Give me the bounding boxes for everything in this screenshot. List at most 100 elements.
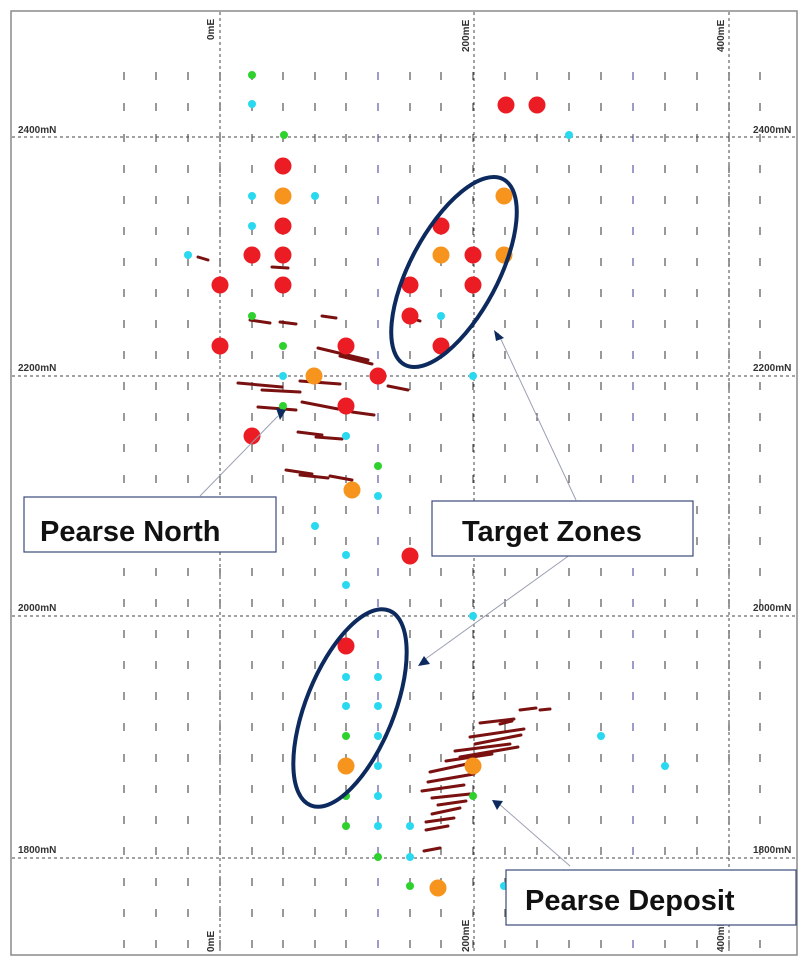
green-collar [248, 312, 256, 320]
northing-label-1800-left: 1800mN [18, 845, 56, 856]
drillhole-trace [386, 384, 410, 392]
easting-label-400-bottom: 400mE [716, 919, 727, 952]
drillhole-trace [298, 473, 330, 480]
red-collar [464, 276, 482, 294]
cyan-collar [342, 702, 350, 710]
cyan-collar [342, 581, 350, 589]
arrowhead-pearse-north [276, 408, 286, 420]
red-collar [464, 246, 482, 264]
cyan-collar [597, 732, 605, 740]
drillhole-trace [260, 388, 302, 394]
red-collar [337, 637, 355, 655]
drillhole-trace [196, 255, 210, 262]
cyan-collar [374, 822, 382, 830]
cyan-collar [374, 492, 382, 500]
northing-label-2400-left: 2400mN [18, 125, 56, 136]
pointer-pearse-north [199, 415, 279, 497]
drillhole-trace [278, 320, 298, 326]
pointer-pearse-deposit [497, 802, 571, 867]
orange-collar [343, 481, 361, 499]
green-collar [279, 342, 287, 350]
red-collar [401, 276, 419, 294]
drillhole-trace [300, 400, 340, 411]
orange-collar [274, 187, 292, 205]
red-collar [401, 307, 419, 325]
green-collar [342, 732, 350, 740]
cyan-collar [311, 522, 319, 530]
red-collar [274, 157, 292, 175]
easting-label-200: 200mE [461, 19, 472, 52]
callout-arrowheads [276, 330, 504, 810]
cyan-collar [374, 792, 382, 800]
pointer-target-zones-north [497, 332, 577, 501]
pointer-target-zones-south [423, 551, 575, 661]
drillhole-trace [478, 717, 516, 725]
easting-labels-top: 0mE 200mE 400mE [206, 19, 727, 52]
cyan-collar [469, 612, 477, 620]
cyan-collar [248, 192, 256, 200]
red-collar [432, 217, 450, 235]
northing-label-2000-right: 2000mN [753, 603, 791, 614]
red-collar [243, 427, 261, 445]
red-collar [337, 337, 355, 355]
easting-label-200-bottom: 200mE [461, 919, 472, 952]
drillhole-trace [420, 783, 466, 793]
cyan-collar [374, 732, 382, 740]
cyan-collar [311, 192, 319, 200]
drillhole-trace [430, 792, 472, 800]
red-collar [274, 276, 292, 294]
cyan-collar [248, 100, 256, 108]
drillhole-trace [424, 824, 450, 832]
callout-box-target-zones [431, 500, 694, 557]
cyan-collar [469, 372, 477, 380]
red-collar [401, 547, 419, 565]
drillhole-trace [473, 733, 523, 746]
green-collar [248, 71, 256, 79]
cyan-collar [184, 251, 192, 259]
easting-labels-bottom: 0mE 200mE 400mE [206, 919, 727, 952]
cyan-collar [374, 673, 382, 681]
orange-collar [429, 879, 447, 897]
drillhole-trace [444, 752, 494, 763]
callout-label-target-zones: Target Zones [462, 516, 642, 548]
drillhole-trace [248, 318, 272, 325]
green-collar [342, 822, 350, 830]
cyan-collar [565, 131, 573, 139]
callout-pearse-deposit: Pearse Deposit [505, 869, 797, 926]
drillhole-trace [538, 707, 552, 712]
northing-label-2200-left: 2200mN [18, 363, 56, 374]
northing-label-1800-right: 1800mN [753, 845, 791, 856]
red-collar [211, 337, 229, 355]
northing-label-2200-right: 2200mN [753, 363, 791, 374]
drillhole-trace [296, 430, 324, 437]
cyan-collar [437, 312, 445, 320]
orange-collar [495, 187, 513, 205]
drillhole-trace [320, 314, 338, 320]
cyan-collar [374, 702, 382, 710]
arrowhead-pearse-deposit [492, 800, 503, 810]
drillhole-traces [196, 255, 552, 853]
drillhole-trace [314, 435, 344, 441]
cyan-collar [342, 432, 350, 440]
target-zone-south-ellipse [291, 607, 409, 809]
northing-label-2400-right: 2400mN [753, 125, 791, 136]
northing-labels-left: 2400mN 2200mN 2000mN 1800mN [18, 125, 56, 856]
green-collar [374, 853, 382, 861]
callout-label-pearse-deposit: Pearse Deposit [525, 885, 735, 917]
drillhole-trace [338, 354, 374, 366]
red-collar [243, 246, 261, 264]
cyan-collar [248, 222, 256, 230]
drillhole-trace [430, 806, 462, 816]
easting-label-0-bottom: 0mE [206, 931, 217, 952]
cyan-collar [279, 372, 287, 380]
callout-label-pearse-north: Pearse North [40, 516, 221, 548]
green-collar [406, 882, 414, 890]
drillhole-trace [424, 816, 456, 824]
red-collar [274, 246, 292, 264]
cyan-collar [406, 853, 414, 861]
cyan-collar [342, 673, 350, 681]
drillhole-trace [284, 468, 314, 476]
green-collar [469, 792, 477, 800]
red-collar [274, 217, 292, 235]
